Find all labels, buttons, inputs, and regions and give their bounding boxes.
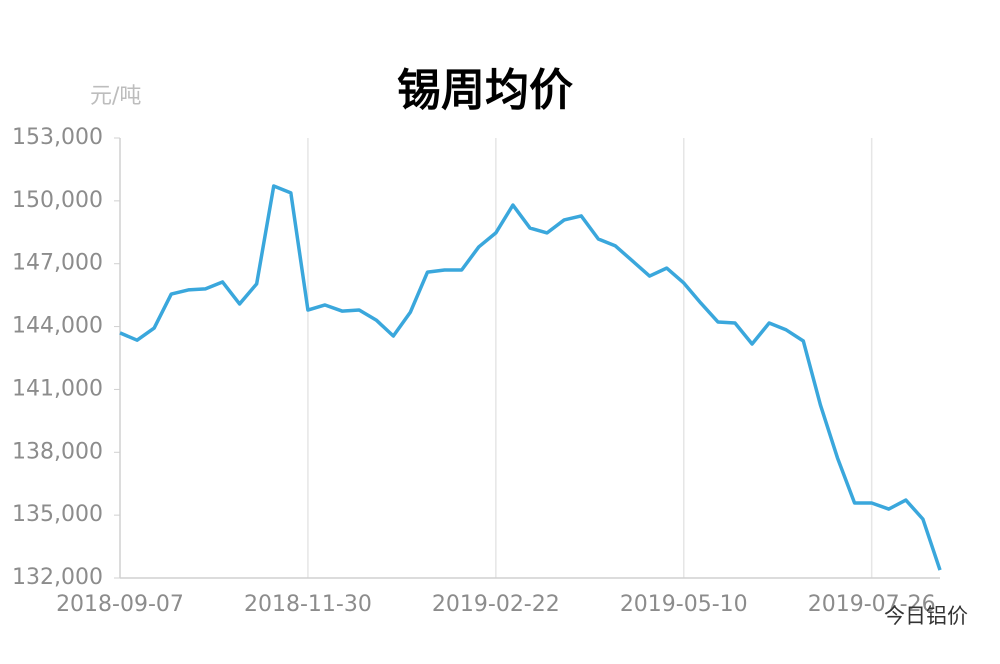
y-tick-label: 150,000 (12, 188, 103, 213)
y-tick-label: 138,000 (12, 439, 103, 464)
chart-title: 锡周均价 (397, 65, 573, 116)
x-tick-label: 2018-09-07 (56, 592, 184, 617)
data-line (119, 184, 942, 571)
y-tick-label: 135,000 (12, 502, 103, 527)
y-tick-label: 141,000 (12, 376, 103, 401)
y-tick-label: 132,000 (12, 565, 103, 590)
x-tick-label: 2019-07-26 (808, 592, 936, 617)
y-tick-label: 144,000 (12, 314, 103, 339)
y-axis-unit: 元/吨 (90, 84, 141, 109)
watermark: 今日铝价 (884, 604, 968, 628)
x-tick-label: 2018-11-30 (244, 592, 372, 617)
x-tick-label: 2019-05-10 (620, 592, 748, 617)
y-tick-label: 153,000 (12, 125, 103, 150)
x-tick-label: 2019-02-22 (432, 592, 560, 617)
y-tick-label: 147,000 (12, 251, 103, 276)
